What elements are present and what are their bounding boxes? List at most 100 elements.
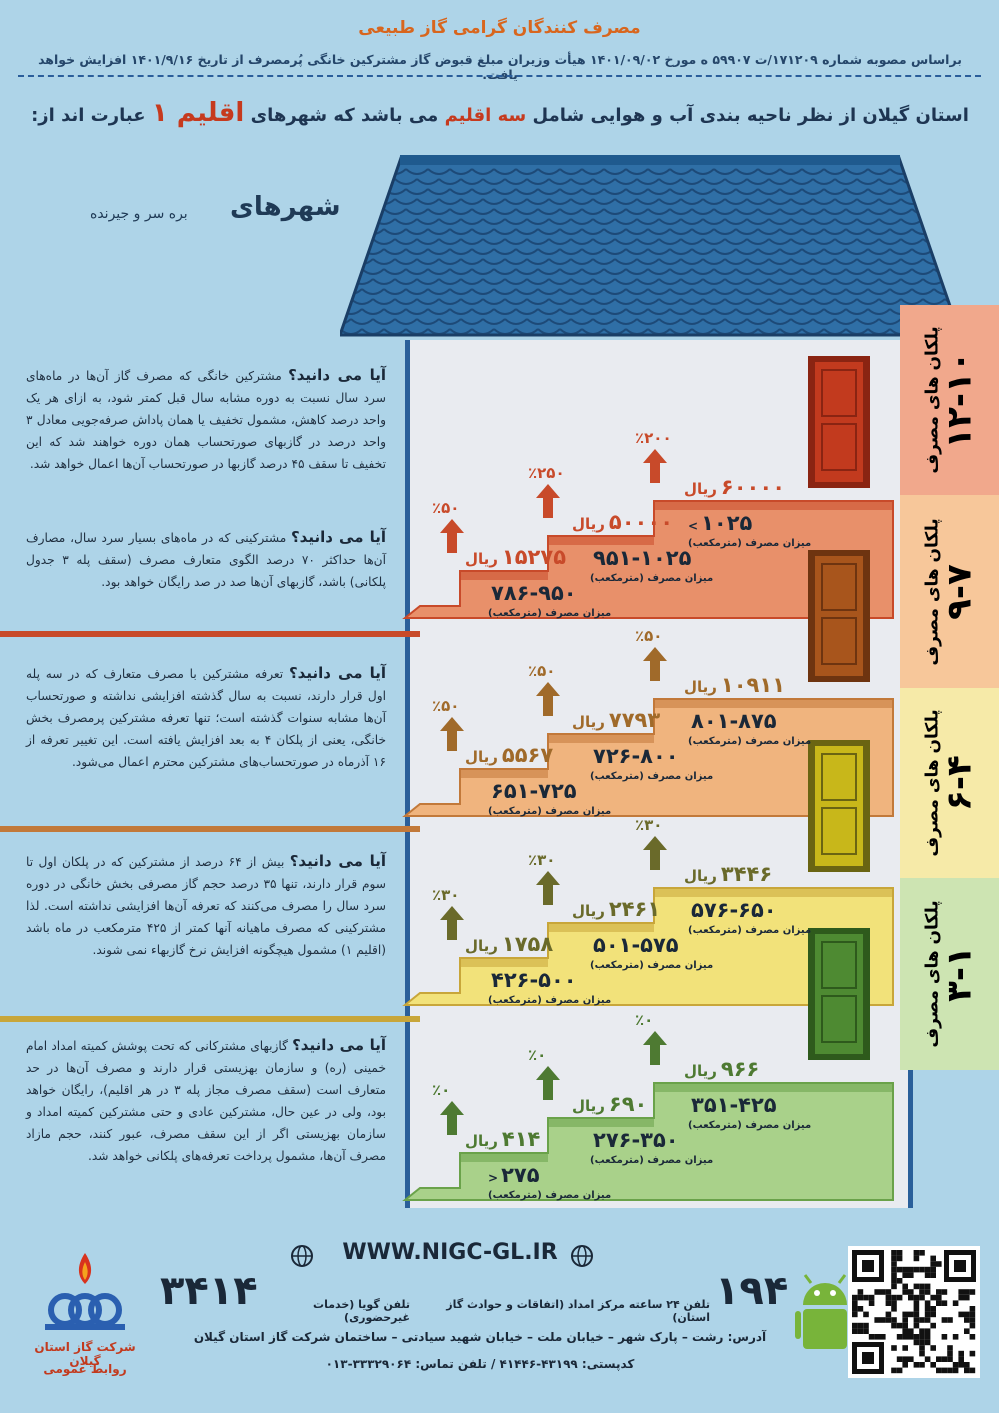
- stair-tread: [460, 958, 548, 967]
- nigc-logo: [45, 1253, 125, 1330]
- header-divider: [18, 75, 981, 77]
- page-title: مصرف کنندگان گرامی گاز طبیعی: [358, 18, 641, 38]
- info-title: آیا می دانید؟: [288, 664, 387, 682]
- step-volume-unit: میزان مصرف (مترمکعب): [590, 1155, 714, 1166]
- info-block-4: آیا می دانید؟ بیش از ۶۴ درصد از مشترکین …: [26, 850, 386, 961]
- step-volume: ۶۵۱-۷۲۵: [491, 779, 577, 803]
- stair-tread: [548, 923, 654, 932]
- step-price: ۹۶۶ریال: [684, 1057, 760, 1081]
- increase-percent: ٪۵۰: [635, 627, 663, 645]
- stair-tread: [460, 571, 548, 580]
- door-panel: [821, 563, 857, 611]
- intro-text: استان گیلان از نظر ناحیه بندی آب و هوایی…: [10, 98, 990, 131]
- stair-tread: [654, 888, 893, 897]
- tier-band-1: پلکان های مصرف ۱۲-۱۰: [900, 305, 999, 495]
- step-volume-unit: میزان مصرف (مترمکعب): [488, 1190, 612, 1201]
- increase-arrow-icon: [536, 682, 560, 716]
- door-panel: [821, 369, 857, 417]
- info-text: مشترکینی که در ماه‌های بسیار سرد سال، مص…: [26, 531, 387, 589]
- door-panel: [821, 423, 857, 471]
- stair-tread: [548, 536, 654, 545]
- info-title: آیا می دانید؟: [290, 528, 386, 546]
- step-volume: ۴۲۶-۵۰۰: [491, 968, 577, 992]
- step-volume: ۱۰۲۵>: [688, 511, 753, 535]
- cities-label: شهرهای: [230, 192, 341, 222]
- increase-percent: ٪۳۰: [432, 886, 460, 904]
- increase-percent: ٪۵۰: [432, 499, 460, 517]
- door-panel: [821, 807, 857, 855]
- step-price: ۲۴۶۱ریال: [572, 897, 661, 921]
- door-panel: [821, 617, 857, 665]
- company-name: شرکت گاز استان گیلان: [34, 1340, 136, 1368]
- globe-icon: [291, 1245, 313, 1267]
- info-text: بیش از ۶۴ درصد از مشترکین که در پلکان او…: [26, 855, 387, 957]
- increase-arrow-icon: [536, 871, 560, 905]
- step-volume: ۵۰۱-۵۷۵: [593, 933, 679, 957]
- step-price: ۳۴۴۶ریال: [684, 862, 773, 886]
- step-volume-unit: میزان مصرف (مترمکعب): [590, 573, 714, 584]
- increase-arrow-icon: [440, 717, 464, 751]
- step-price: ۴۱۴ریال: [465, 1127, 541, 1151]
- step-volume: ۳۵۱-۴۲۵: [691, 1093, 777, 1117]
- step-volume: ۷۲۶-۸۰۰: [593, 744, 679, 768]
- increase-percent: ٪۵۰: [528, 662, 556, 680]
- globe-icon: [571, 1245, 593, 1267]
- stair-tread: [654, 501, 893, 510]
- step-volume-unit: میزان مصرف (مترمکعب): [688, 925, 812, 936]
- intro-part-c: می باشد که شهرهای: [250, 105, 439, 126]
- stair-tread: [654, 699, 893, 708]
- separator-orange: [0, 826, 420, 832]
- address: آدرس: رشت – پارک شهر – خیابان ملت – خیاب…: [193, 1330, 767, 1344]
- step-price: ۱۰۹۱۱ریال: [684, 673, 786, 697]
- increase-arrow-icon: [440, 519, 464, 553]
- increase-percent: ٪۲۰۰: [635, 429, 672, 447]
- intro-part-a: استان گیلان از نظر ناحیه بندی آب و هوایی…: [532, 105, 969, 126]
- tier-band-4: پلکان های مصرف ۳-۱: [900, 878, 999, 1070]
- increase-arrow-icon: [440, 1101, 464, 1135]
- step-volume-unit: میزان مصرف (مترمکعب): [488, 995, 612, 1006]
- stair-tread: [548, 1118, 654, 1127]
- qr-code[interactable]: [848, 1246, 980, 1378]
- increase-percent: ٪۳۰: [528, 851, 556, 869]
- ivr-phone-label: تلفن گویا (خدمات غیرحضوری): [313, 1298, 410, 1324]
- step-volume-unit: میزان مصرف (مترمکعب): [688, 736, 812, 747]
- postal-and-phone: کدپستی: ۴۳۱۹۹-۴۱۴۴۶ / تلفن تماس: ۳۳۳۲۹۰۶…: [325, 1357, 635, 1371]
- increase-arrow-icon: [536, 484, 560, 518]
- step-volume: ۸۰۱-۸۷۵: [691, 709, 777, 733]
- step-volume-unit: میزان مصرف (مترمکعب): [590, 960, 714, 971]
- info-block-5: آیا می دانید؟ گازبهای مشترکانی که تحت پو…: [26, 1034, 386, 1167]
- info-title: آیا می دانید؟: [292, 1036, 387, 1054]
- tier-band-2: پلکان های مصرف ۹-۷: [900, 495, 999, 688]
- info-text: مشترکین خانگی که مصرف گاز آن‌ها در ماه‌ه…: [26, 369, 386, 471]
- ivr-phone[interactable]: ۳۴۱۴: [160, 1268, 258, 1314]
- tier-band-3: پلکان های مصرف ۶-۴: [900, 688, 999, 878]
- stair-tread: [548, 734, 654, 743]
- info-title: آیا می دانید؟: [288, 366, 387, 384]
- separator-red: [0, 631, 420, 637]
- info-block-2: آیا می دانید؟ مشترکینی که در ماه‌های بسی…: [26, 526, 386, 593]
- stair-tread: [460, 1153, 548, 1162]
- step-price: ۶۰۰۰۰ریال: [684, 475, 786, 499]
- step-volume-unit: میزان مصرف (مترمکعب): [688, 538, 812, 549]
- step-volume: ۲۷۶-۳۵۰: [593, 1128, 679, 1152]
- decree-text: براساس مصوبه شماره ۱۷۱۲۰۹/ت ۵۹۹۰۷ ه مورخ…: [38, 52, 962, 82]
- stair-tread: [654, 1083, 893, 1092]
- increase-arrow-icon: [536, 1066, 560, 1100]
- website-url[interactable]: WWW.NIGC-GL.IR: [342, 1240, 558, 1265]
- emergency-phone-label: تلفن ۲۴ ساعته مرکز امداد (اتفاقات و حواد…: [446, 1298, 710, 1324]
- step-volume-unit: میزان مصرف (مترمکعب): [488, 806, 612, 817]
- increase-percent: ٪۰: [432, 1081, 451, 1099]
- step-price: ۶۹۰ریال: [572, 1092, 648, 1116]
- door-panel: [821, 941, 857, 989]
- step-price: ۵۰۰۰۰ریال: [572, 510, 674, 534]
- step-volume-unit: میزان مصرف (مترمکعب): [688, 1120, 812, 1131]
- step-price: ۱۷۵۸ریال: [465, 932, 554, 956]
- increase-arrow-icon: [643, 1031, 667, 1065]
- increase-percent: ٪۲۵۰: [528, 464, 565, 482]
- intro-part-e: عبارت اند از:: [31, 105, 146, 126]
- step-volume: ۹۵۱-۱۰۲۵: [593, 546, 692, 570]
- info-title: آیا می دانید؟: [289, 852, 387, 870]
- cities-names: بره سر و جیرنده: [90, 206, 188, 222]
- emergency-phone[interactable]: ۱۹۴: [715, 1268, 789, 1314]
